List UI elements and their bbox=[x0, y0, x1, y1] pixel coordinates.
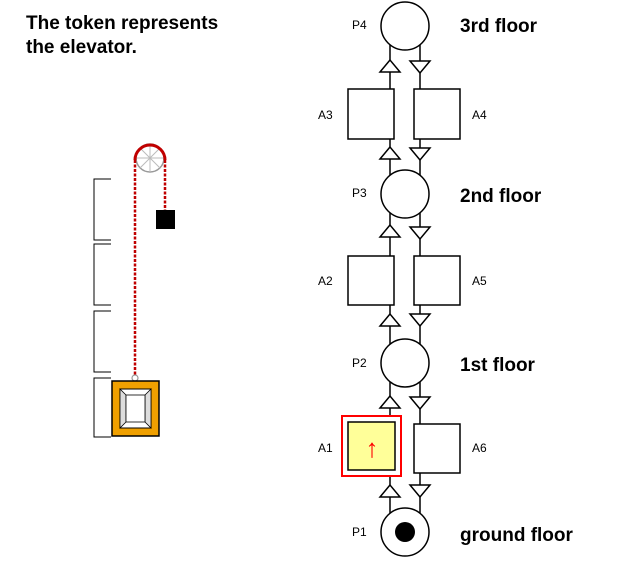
floor-label-1st: 1st floor bbox=[460, 355, 536, 376]
floor-bracket-3 bbox=[93, 178, 111, 241]
transition-label-A5: A5 bbox=[472, 274, 487, 288]
floor-brackets bbox=[93, 178, 111, 438]
transition-label-A6: A6 bbox=[472, 441, 487, 455]
arrowhead-down-1 bbox=[408, 60, 432, 75]
transition-A3[interactable] bbox=[347, 88, 395, 140]
transition-A6[interactable] bbox=[413, 423, 461, 474]
elevator-cabin bbox=[111, 380, 160, 437]
transition-A1-active[interactable]: ↑ bbox=[341, 415, 402, 477]
transition-label-A4: A4 bbox=[472, 108, 487, 122]
place-P3[interactable] bbox=[380, 169, 430, 219]
arrowhead-down-3 bbox=[408, 226, 432, 241]
arrowhead-up-1 bbox=[378, 58, 402, 73]
transition-A2[interactable] bbox=[347, 255, 395, 306]
place-label-P1: P1 bbox=[352, 525, 367, 539]
arrowhead-down-5 bbox=[408, 396, 432, 411]
petri-net: ↑ P4 P3 P2 P1 A3 A2 A1 A4 A5 A6 3rd bbox=[318, 1, 574, 557]
floor-label-ground: ground floor bbox=[460, 525, 574, 546]
pulley-icon bbox=[133, 143, 167, 173]
arc-arrowheads bbox=[378, 58, 432, 499]
transition-label-A1: A1 bbox=[318, 441, 333, 455]
place-label-P4: P4 bbox=[352, 18, 367, 32]
floor-label-2nd: 2nd floor bbox=[460, 186, 542, 207]
floor-bracket-2 bbox=[93, 243, 111, 306]
arrowhead-down-2 bbox=[408, 147, 432, 162]
floor-label-3rd: 3rd floor bbox=[460, 16, 538, 37]
token bbox=[395, 522, 415, 542]
caption-line-2: the elevator. bbox=[26, 37, 137, 58]
place-P4[interactable] bbox=[380, 1, 430, 51]
place-label-P2: P2 bbox=[352, 356, 367, 370]
cable-hook bbox=[131, 374, 139, 382]
place-P1[interactable] bbox=[380, 507, 430, 557]
arrowhead-up-3 bbox=[378, 223, 402, 238]
floor-bracket-ground bbox=[93, 377, 111, 438]
place-label-P3: P3 bbox=[352, 186, 367, 200]
place-P2[interactable] bbox=[380, 338, 430, 388]
transition-label-A2: A2 bbox=[318, 274, 333, 288]
arrowhead-up-4 bbox=[378, 312, 402, 327]
arrowhead-up-2 bbox=[378, 145, 402, 160]
caption: The token represents the elevator. bbox=[26, 12, 218, 60]
arrowhead-up-6 bbox=[378, 483, 402, 498]
arrowhead-down-4 bbox=[408, 313, 432, 328]
transition-A5[interactable] bbox=[413, 255, 461, 306]
counterweight bbox=[156, 210, 175, 229]
transition-A4[interactable] bbox=[413, 88, 461, 140]
elevator-illustration bbox=[93, 143, 175, 438]
arrowhead-down-6 bbox=[408, 484, 432, 499]
caption-line-1: The token represents bbox=[26, 13, 219, 34]
transition-label-A3: A3 bbox=[318, 108, 333, 122]
cable bbox=[133, 160, 167, 376]
arrow-up-icon: ↑ bbox=[366, 433, 379, 463]
floor-bracket-1 bbox=[93, 310, 111, 373]
arrowhead-up-5 bbox=[378, 394, 402, 409]
